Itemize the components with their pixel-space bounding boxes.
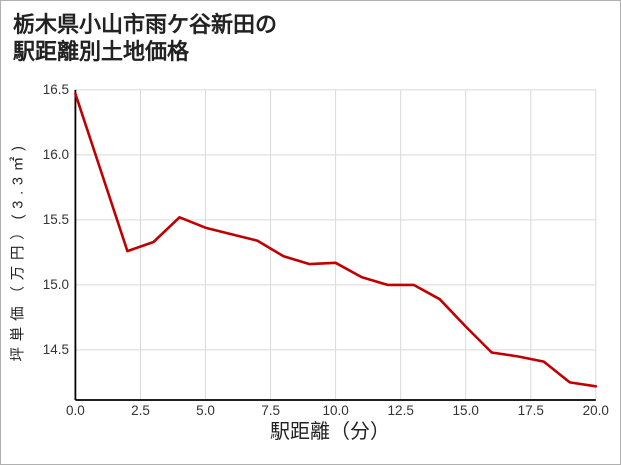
svg-text:15.0: 15.0 — [43, 277, 69, 292]
svg-text:15.0: 15.0 — [453, 403, 479, 418]
svg-text:5.0: 5.0 — [196, 403, 215, 418]
svg-text:12.5: 12.5 — [388, 403, 414, 418]
svg-text:17.5: 17.5 — [518, 403, 544, 418]
svg-text:0.0: 0.0 — [66, 403, 85, 418]
svg-text:16.5: 16.5 — [43, 82, 69, 97]
svg-text:7.5: 7.5 — [261, 403, 280, 418]
svg-text:2.5: 2.5 — [131, 403, 150, 418]
svg-text:14.5: 14.5 — [43, 342, 69, 357]
svg-text:15.5: 15.5 — [43, 212, 69, 227]
svg-text:10.0: 10.0 — [322, 403, 348, 418]
svg-text:20.0: 20.0 — [583, 403, 609, 418]
svg-text:駅距離（分）: 駅距離（分） — [270, 420, 390, 443]
svg-text:16.0: 16.0 — [43, 147, 69, 162]
